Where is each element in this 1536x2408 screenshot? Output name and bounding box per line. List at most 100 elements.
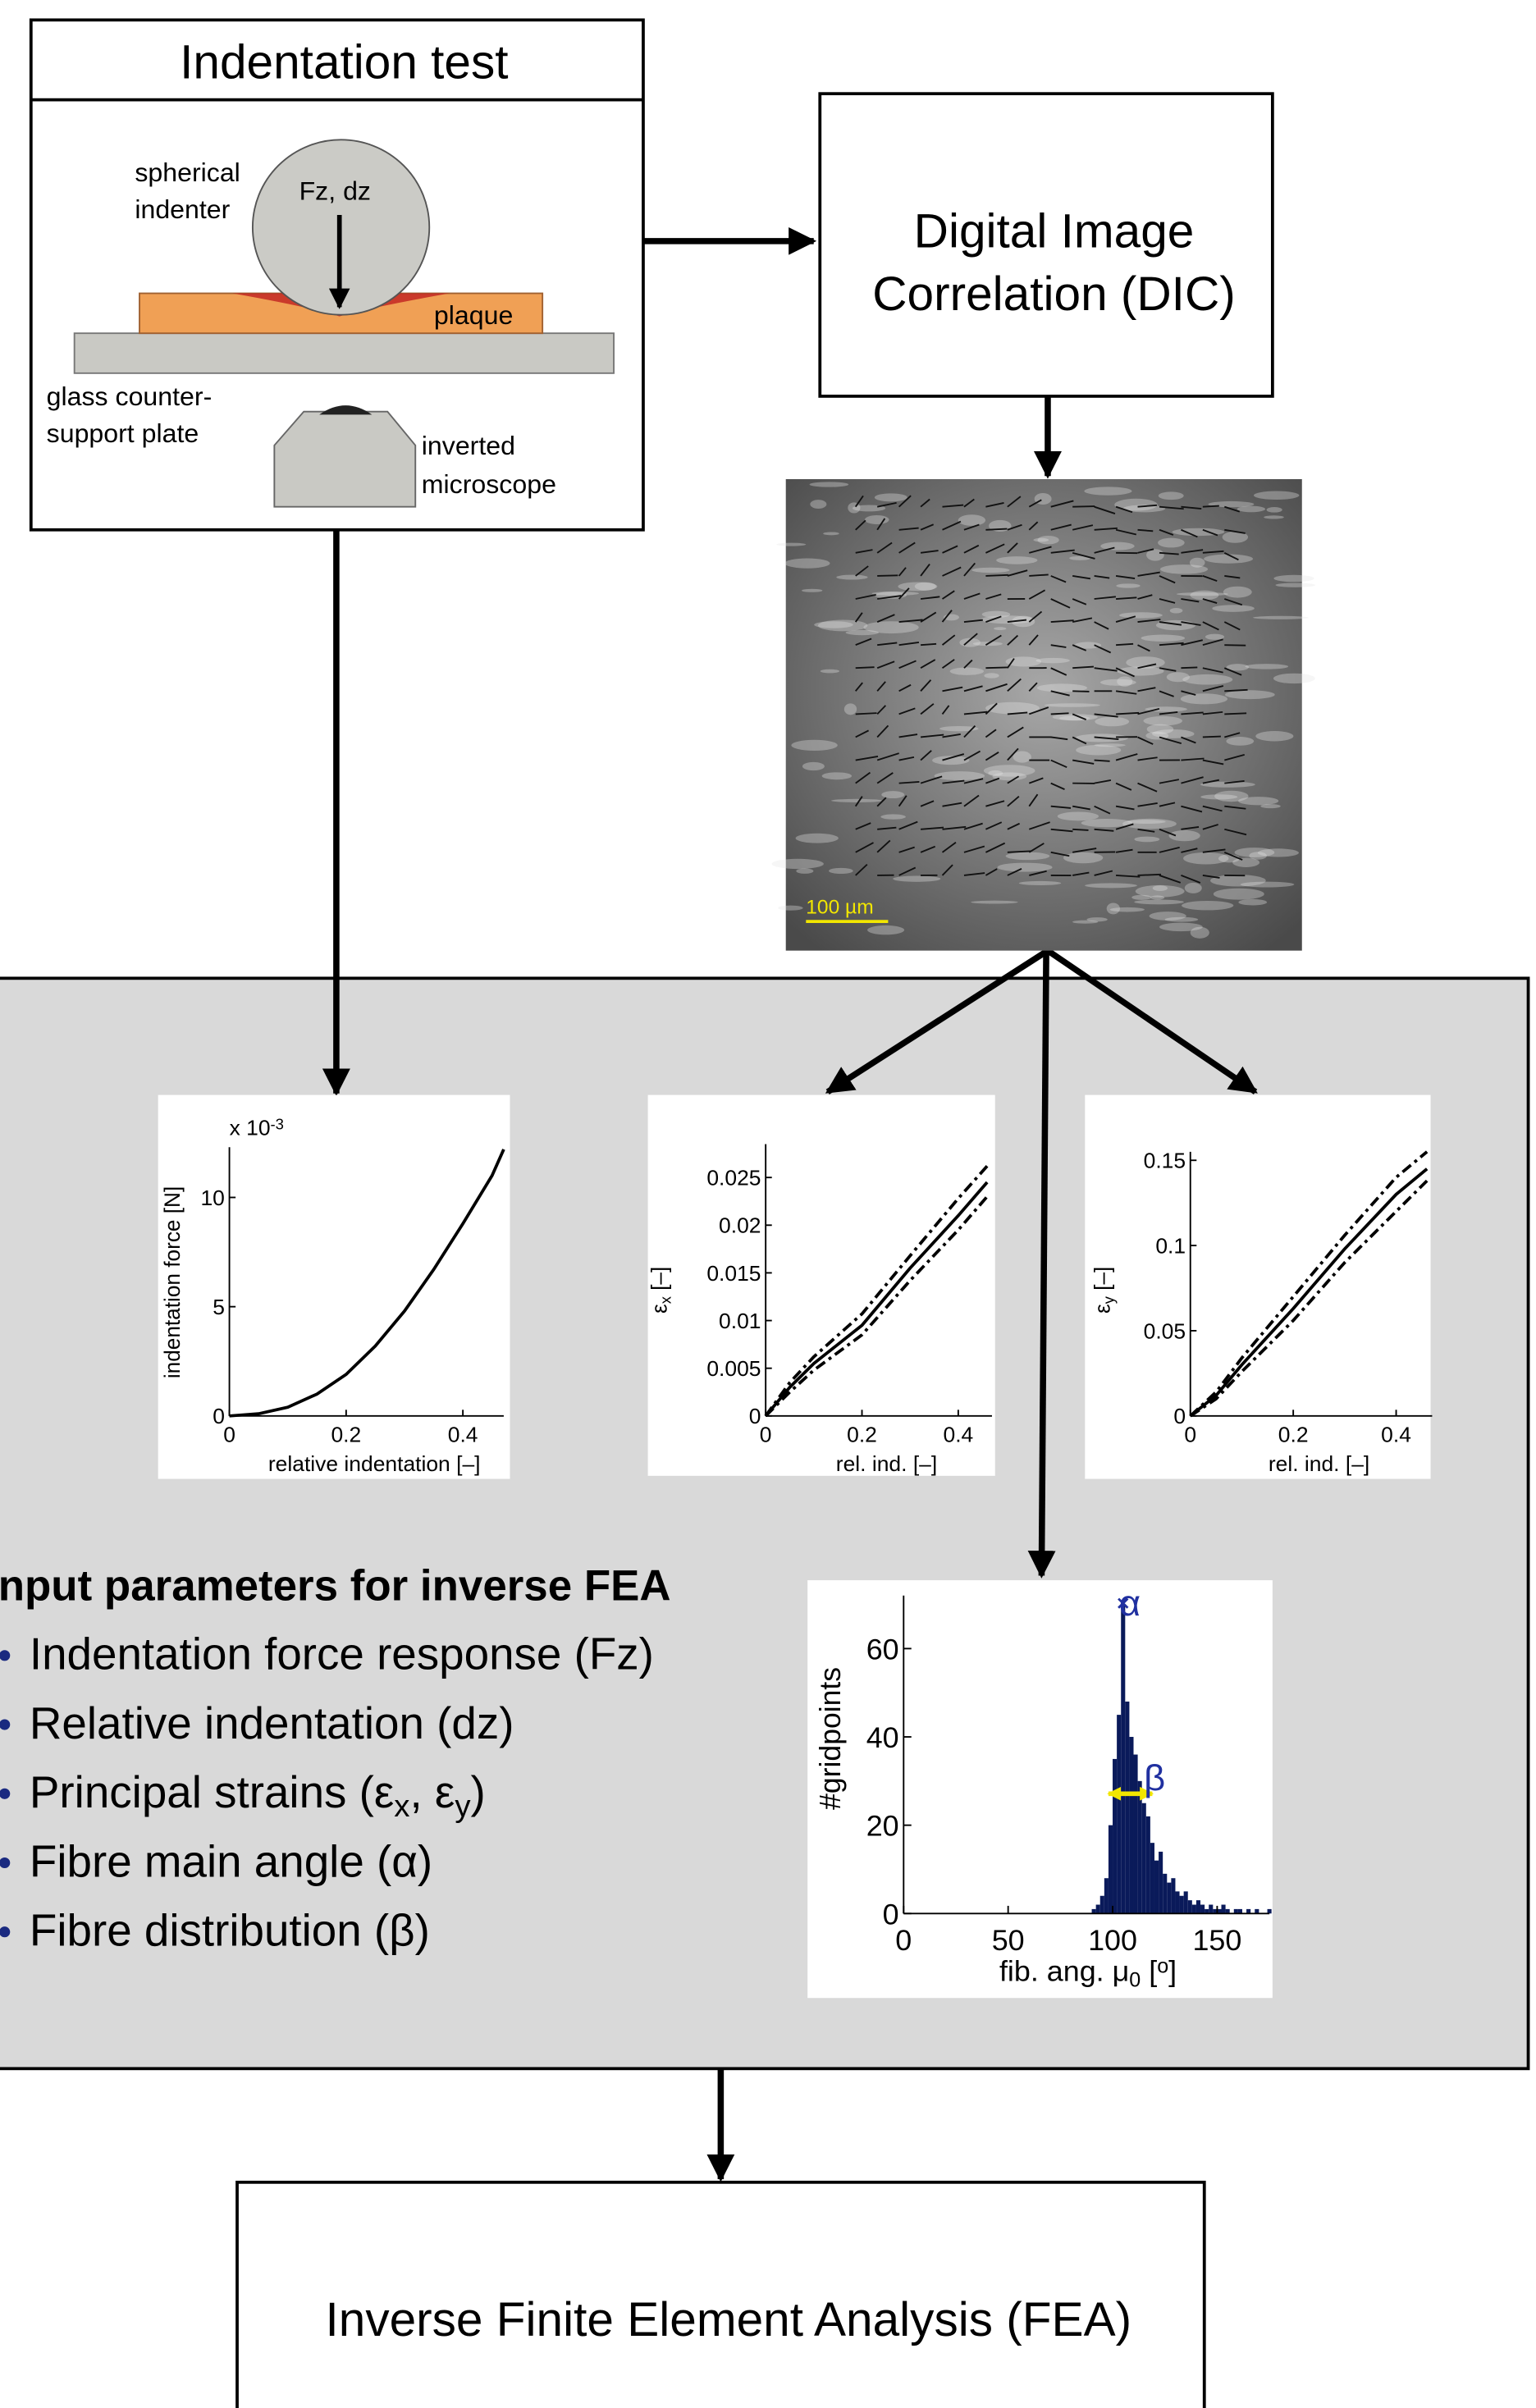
texture: [791, 740, 837, 751]
vector: [1072, 506, 1095, 507]
text-part: relative indentation [–]: [268, 1451, 481, 1476]
x-tick-label: 0.4: [944, 1423, 974, 1447]
texture: [988, 770, 1003, 776]
x-axis-label: relative indentation [–]: [268, 1451, 481, 1476]
scale-label: 100 µm: [806, 897, 873, 919]
y-tick-label: 0.025: [706, 1166, 761, 1190]
texture: [971, 901, 1017, 904]
texture: [898, 582, 937, 591]
x-tick-label: 100: [1088, 1924, 1137, 1957]
texture: [1084, 487, 1131, 495]
x-axis-label: rel. ind. [–]: [1269, 1451, 1369, 1476]
box-title: Indentation test: [180, 36, 508, 89]
text-part: rel. ind. [–]: [836, 1451, 937, 1476]
texture: [984, 673, 999, 678]
texture: [1159, 923, 1203, 932]
text-part: ]: [1168, 1955, 1177, 1988]
bar: [1096, 1905, 1100, 1914]
texture: [823, 532, 839, 535]
label: spherical: [135, 158, 240, 187]
texture: [822, 772, 852, 779]
text-part: Fibre distribution (β): [30, 1906, 430, 1956]
texture: [1072, 921, 1098, 924]
bar: [1117, 1715, 1121, 1913]
texture: [1182, 674, 1232, 685]
bar: [1150, 1843, 1154, 1913]
bar: [1171, 1878, 1175, 1913]
label: inverted: [422, 431, 515, 460]
bar: [1196, 1900, 1200, 1913]
texture: [1100, 542, 1134, 551]
texture: [1255, 731, 1293, 741]
texture: [802, 762, 825, 770]
y-tick-label: 0.01: [719, 1309, 761, 1333]
texture: [1107, 903, 1120, 915]
texture: [875, 493, 907, 501]
bar: [1184, 1891, 1188, 1913]
text-part: indentation force [N]: [160, 1186, 185, 1378]
text-part: x 10: [230, 1115, 271, 1140]
texture: [1273, 674, 1315, 683]
y-axis-label: indentation force [N]: [160, 1186, 185, 1378]
box-label: Correlation (DIC): [872, 267, 1235, 321]
text-part: Indentation force response (Fz): [30, 1629, 654, 1679]
text-part: x: [657, 1296, 674, 1304]
list-item: Relative indentation (dz): [30, 1698, 514, 1748]
bar: [1188, 1900, 1192, 1913]
text-part: Fibre main angle (α): [30, 1837, 432, 1887]
texture: [1134, 899, 1184, 904]
texture: [1063, 852, 1103, 863]
texture: [776, 543, 806, 546]
texture: [1273, 575, 1314, 583]
texture: [867, 925, 904, 934]
y-tick-label: 20: [866, 1810, 899, 1843]
y-tick-label: 0.005: [706, 1356, 761, 1381]
vector: [985, 575, 1008, 576]
texture: [893, 876, 940, 882]
texture: [1006, 852, 1050, 860]
texture: [1264, 515, 1284, 519]
texture: [971, 568, 1009, 573]
vector: [985, 667, 1007, 668]
vector: [1072, 691, 1089, 692]
x-tick-label: 0: [895, 1924, 912, 1957]
vector: [1203, 506, 1219, 507]
texture: [1100, 679, 1136, 686]
y-axis-label: #gridpoints: [814, 1667, 847, 1810]
y-tick-label: 5: [213, 1295, 225, 1319]
y-axis-label: εx [–]: [647, 1267, 674, 1314]
text-part: Relative indentation (dz): [30, 1698, 514, 1748]
texture: [1177, 592, 1228, 596]
alpha-label: α: [1119, 1582, 1141, 1624]
y-tick-label: 0.05: [1144, 1318, 1186, 1343]
y-tick-label: 60: [866, 1634, 899, 1666]
texture: [1013, 752, 1031, 763]
x-axis-label: rel. ind. [–]: [836, 1451, 937, 1476]
list-item: Indentation force response (Fz): [30, 1629, 654, 1679]
texture: [865, 515, 889, 524]
texture: [1200, 794, 1237, 799]
texture: [1223, 587, 1252, 598]
text-part: , ε: [409, 1767, 455, 1817]
text-part: x: [394, 1789, 409, 1825]
bar: [1129, 1737, 1133, 1913]
text-part: [–]: [1090, 1267, 1114, 1296]
texture: [1150, 912, 1186, 921]
y-tick-label: 40: [866, 1721, 899, 1754]
texture: [1214, 889, 1264, 900]
bar: [1167, 1883, 1171, 1914]
texture: [1235, 848, 1275, 857]
texture: [1225, 690, 1275, 699]
texture: [880, 814, 905, 819]
texture: [809, 482, 848, 487]
texture: [1158, 538, 1185, 548]
vector: [856, 713, 877, 714]
list-title: Input parameters for inverse FEA: [0, 1562, 671, 1611]
text-part: Principal strains (ε: [30, 1767, 394, 1817]
page: {"indentation_test": {"title": "Indentat…: [0, 0, 1536, 2408]
texture: [1169, 830, 1200, 841]
bar: [1192, 1905, 1196, 1914]
box-label: Inverse Finite Element Analysis (FEA): [326, 2293, 1132, 2346]
vector: [1203, 737, 1221, 738]
texture: [1254, 491, 1299, 500]
